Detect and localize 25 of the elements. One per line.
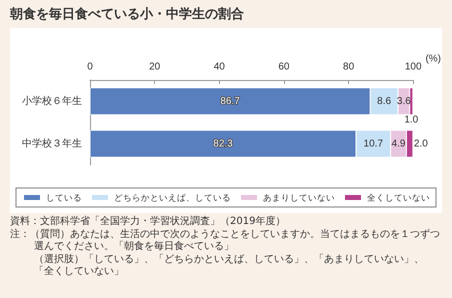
text: （選択肢）「している」、「どちらかといえば、している」、「あまりしていない」、「全くしていない」	[33, 254, 425, 278]
x-tick-label: 40	[214, 62, 226, 72]
text: 資料：文部科学省「全国学力・学習状況調査」（2019年度）	[10, 216, 286, 228]
legend-label: している	[46, 192, 82, 202]
data-label: 2.0	[414, 138, 428, 150]
x-tick-label: 20	[149, 62, 161, 72]
data-label: 1.0	[404, 114, 419, 126]
x-axis-title: (%)	[425, 54, 441, 64]
x-tick-label: 100	[404, 62, 422, 72]
data-label: 4.9	[392, 138, 406, 150]
text: 注：（質問）あなたは、生活の中で次のようなことをしていますか。当てはまるものを１つずつ選んでください。「朝食を毎日食べている」	[10, 228, 441, 254]
legend-label: あまりしていない	[263, 192, 335, 202]
data-label: 3.6	[396, 96, 412, 107]
data-label: 8.6	[377, 96, 392, 107]
x-tick-label: 0	[87, 62, 94, 72]
y-tick-label: 中学校３年生	[22, 137, 82, 150]
legend-label: どちらかといえば、している	[114, 192, 231, 202]
legend-label: 全くしていない	[367, 192, 430, 202]
data-label: 82.3	[213, 138, 234, 150]
x-tick-label: 60	[278, 62, 290, 72]
y-tick-label: 小学校６年生	[22, 94, 82, 107]
chart-title: 朝食を毎日食べている小・中学生の割合	[10, 6, 244, 23]
data-label: 10.7	[364, 138, 384, 150]
x-tick-label: 80	[343, 62, 355, 72]
data-label: 86.7	[220, 96, 240, 107]
